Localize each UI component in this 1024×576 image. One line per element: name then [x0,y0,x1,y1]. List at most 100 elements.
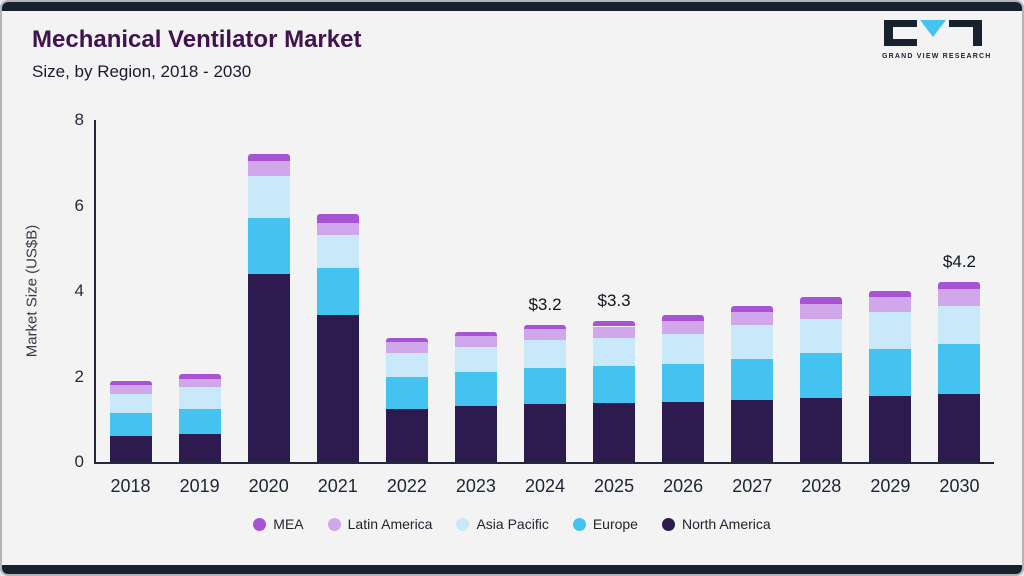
legend-item-europe: Europe [572,516,638,532]
bar-segment-europe [524,367,566,405]
bar-2020 [247,120,290,462]
bar-segment-mea [869,291,912,298]
y-axis-title: Market Size (US$B) [23,224,41,358]
bar-segment-latin-america [178,378,221,388]
x-tick-label-2030: 2030 [939,476,980,496]
bar-segment-europe [385,376,428,409]
x-tick-label-2018: 2018 [110,476,151,496]
bar-segment-asia-pacific [385,353,428,377]
bar-segment-latin-america [800,303,843,319]
bar-segment-mea [593,320,636,327]
bar-segment-mea [938,282,981,289]
legend-item-asia-pacific: Asia Pacific [456,516,549,532]
bar-segment-latin-america [524,329,566,341]
bar-segment-europe [869,348,912,396]
x-tick-label-2021: 2021 [317,476,358,496]
legend-dot-mea [253,517,267,531]
bar-2022 [385,120,428,462]
bar-segment-latin-america [109,385,152,394]
bar-segment-north-america [731,400,774,462]
bar-segment-europe [731,358,774,401]
bar-segment-latin-america [731,312,774,326]
gvr-logo-icon [884,20,982,46]
bar-segment-mea [109,380,152,386]
grand-view-research-logo: GRAND VIEW RESEARCH [882,20,992,60]
bar-2025 [593,120,636,462]
bar-segment-north-america [938,393,981,462]
bar-segment-europe [178,408,221,435]
x-tick-label-2022: 2022 [386,476,427,496]
bar-segment-latin-america [869,297,912,313]
bar-segment-asia-pacific [247,175,290,219]
logo-wordmark: GRAND VIEW RESEARCH [882,53,992,60]
bar-segment-north-america [454,406,497,462]
chart-subtitle: Size, by Region, 2018 - 2030 [32,62,252,81]
legend-label: Europe [592,516,638,532]
bar-segment-mea [247,154,290,161]
legend-dot-europe [572,517,586,531]
legend-label: North America [681,516,771,532]
bar-2024 [524,120,566,462]
bar-segment-asia-pacific [524,340,566,368]
bar-segment-north-america [109,436,152,462]
bar-2028 [800,120,843,462]
bar-segment-asia-pacific [800,318,843,353]
bar-segment-north-america [178,434,221,462]
bar-segment-europe [593,365,636,404]
x-tick-label-2024: 2024 [524,476,566,496]
bar-segment-asia-pacific [662,333,705,364]
y-tick-label-6: 6 [74,195,84,215]
bar-segment-north-america [524,404,566,462]
bar-segment-mea [385,338,428,343]
value-label-2025: $3.3 [597,290,631,310]
bar-segment-north-america [800,397,843,462]
bar-segment-latin-america [454,335,497,347]
bar-segment-asia-pacific [109,393,152,413]
bar-2026 [662,120,705,462]
legend-label: MEA [273,516,304,532]
bar-segment-north-america [385,408,428,462]
bar-segment-north-america [593,403,636,462]
bar-segment-europe [938,344,981,394]
legend-label: Asia Pacific [476,516,549,532]
plot-area: 0 2 4 6 8 2018 2019 2020 2021 2022 2023 2024 $3.2 202… [75,110,994,496]
bar-segment-latin-america [662,320,705,334]
bar-segment-asia-pacific [178,387,221,409]
value-label-2030: $4.2 [942,252,976,272]
y-tick-label-8: 8 [74,110,84,129]
y-tick-label-2: 2 [74,366,84,386]
bar-2018 [109,120,152,462]
bottom-border-strip [2,565,1022,574]
bar-segment-asia-pacific [938,305,981,345]
bar-segment-latin-america [385,342,428,353]
bar-segment-mea [524,325,566,330]
x-tick-label-2020: 2020 [248,476,289,496]
x-tick-label-2025: 2025 [594,476,635,496]
y-tick-label-0: 0 [74,452,84,471]
bar-segment-latin-america [593,326,636,339]
bar-segment-asia-pacific [869,312,912,349]
bar-segment-europe [109,412,152,437]
x-tick-label-2028: 2028 [801,476,842,496]
bar-segment-north-america [247,273,290,462]
x-tick-label-2026: 2026 [663,476,704,496]
bar-segment-asia-pacific [454,346,497,373]
bar-segment-mea [800,297,843,304]
bar-2030 [938,120,981,462]
bar-segment-asia-pacific [316,235,359,268]
bar-segment-mea [316,214,359,223]
bar-segment-europe [454,372,497,407]
bar-2029 [869,120,912,462]
bar-segment-europe [247,218,290,274]
legend-dot-north-america [661,517,675,531]
bar-2023 [454,120,497,462]
bar-segment-asia-pacific [731,325,774,359]
legend-label: Latin America [347,516,433,532]
bar-segment-mea [731,305,774,313]
bar-segment-north-america [869,395,912,462]
bar-2027 [731,120,774,462]
x-tick-label-2019: 2019 [179,476,220,496]
y-tick-label-4: 4 [74,281,84,300]
legend: MEA Latin America Asia Pacific Europe North … [2,516,1022,532]
legend-dot-asia-pacific [456,517,470,531]
